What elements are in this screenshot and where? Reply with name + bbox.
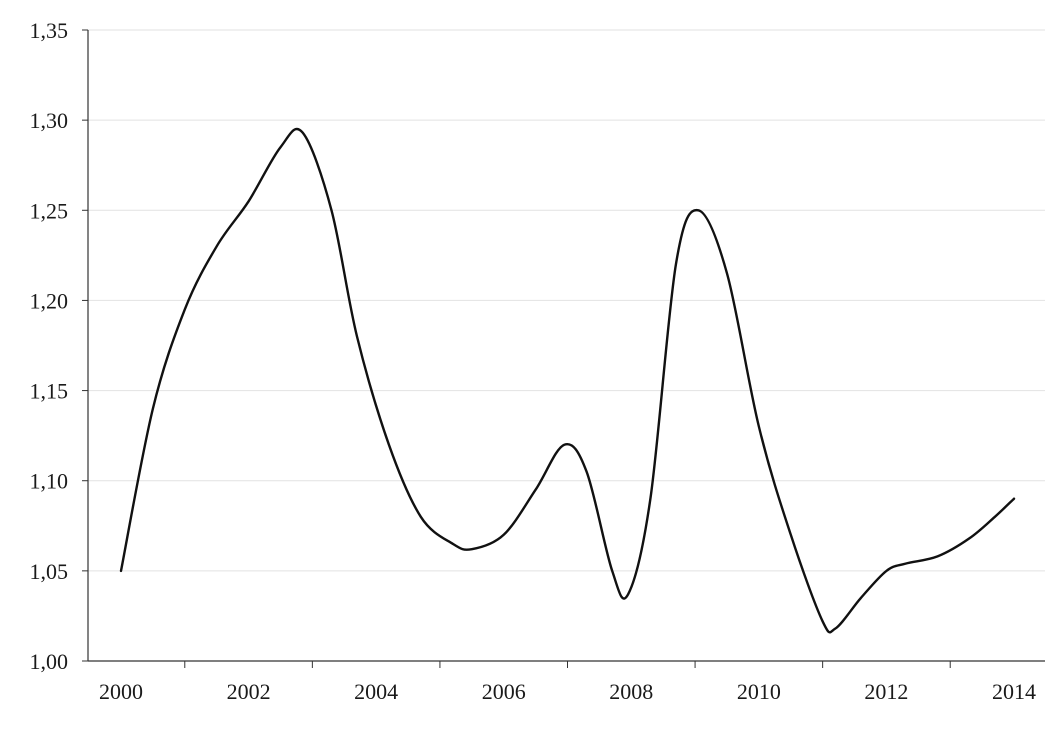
y-axis-tick-labels: 1,00 1,05 1,10 1,15 1,20 1,25 1,30 1,35 <box>30 18 69 674</box>
x-tick-label: 2008 <box>609 679 653 704</box>
gridlines <box>88 29 1045 572</box>
y-tick-label: 1,35 <box>30 18 69 43</box>
y-tick-label: 1,20 <box>30 288 69 313</box>
x-tick-label: 2014 <box>992 679 1036 704</box>
x-axis-tick-labels: 2000 2002 2004 2006 2008 2010 2012 2014 <box>99 679 1036 704</box>
x-tick-label: 2012 <box>864 679 908 704</box>
x-tick-label: 2010 <box>737 679 781 704</box>
axes <box>82 29 1045 668</box>
y-tick-label: 1,00 <box>30 649 69 674</box>
y-tick-label: 1,15 <box>30 379 69 404</box>
x-tick-label: 2006 <box>482 679 526 704</box>
y-tick-label: 1,05 <box>30 559 69 584</box>
x-tick-label: 2002 <box>227 679 271 704</box>
x-tick-label: 2004 <box>354 679 398 704</box>
y-tick-label: 1,25 <box>30 198 69 223</box>
data-series <box>119 127 1016 634</box>
y-tick-label: 1,10 <box>30 469 69 494</box>
x-tick-label: 2000 <box>99 679 143 704</box>
series-line <box>119 127 1016 634</box>
y-tick-label: 1,30 <box>30 108 69 133</box>
